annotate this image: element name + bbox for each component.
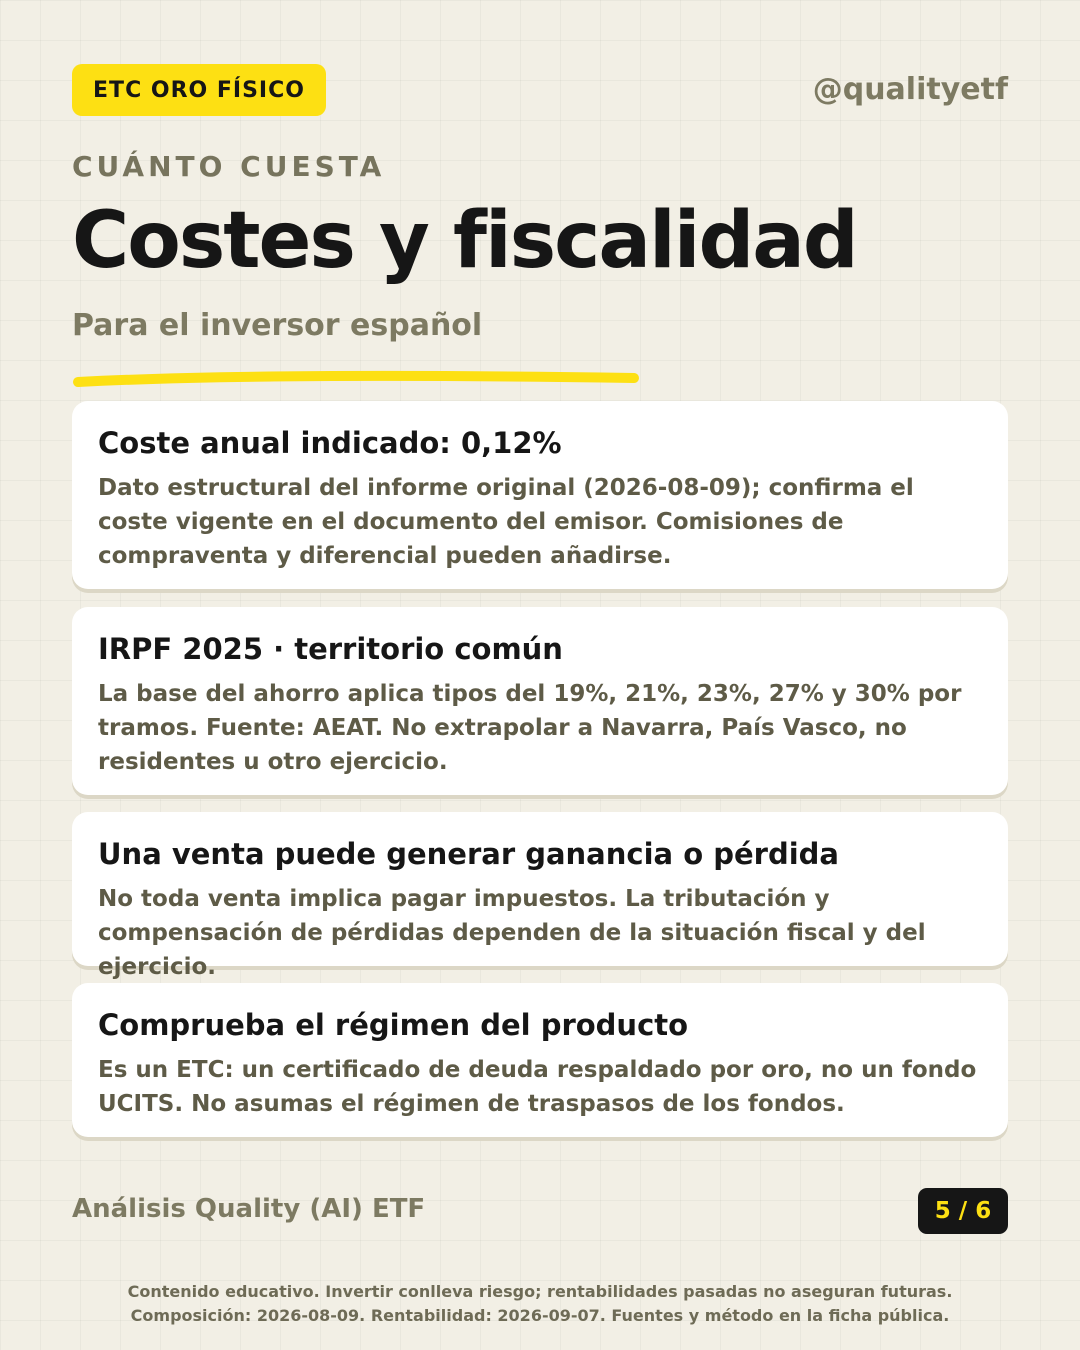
page-title: Costes y fiscalidad [72, 196, 859, 286]
card-body: No toda venta implica pagar impuestos. L… [98, 886, 926, 980]
card-body: La base del ahorro aplica tipos del 19%,… [98, 681, 962, 775]
card-title: Comprueba el régimen del producto [98, 1008, 689, 1042]
footer-brand: Análisis Quality (AI) ETF [72, 1194, 426, 1224]
account-handle: @qualityetf [812, 72, 1008, 107]
card-title: IRPF 2025 · territorio común [98, 632, 563, 666]
info-card-regime: Comprueba el régimen del producto Es un … [72, 983, 1008, 1137]
info-card-cost: Coste anual indicado: 0,12% Dato estruct… [72, 401, 1008, 589]
info-card-sale: Una venta puede generar ganancia o pérdi… [72, 812, 1008, 980]
card-title: Una venta puede generar ganancia o pérdi… [98, 837, 839, 871]
card-body: Es un ETC: un certificado de deuda respa… [98, 1057, 977, 1117]
page-subtitle: Para el inversor español [72, 308, 483, 343]
disclaimer: Contenido educativo. Invertir conlleva r… [0, 1280, 1080, 1328]
category-tag: ETC ORO FÍSICO [72, 64, 326, 116]
disclaimer-line: Composición: 2026-08-09. Rentabilidad: 2… [130, 1306, 950, 1325]
info-card-irpf: IRPF 2025 · territorio común La base del… [72, 607, 1008, 795]
disclaimer-line: Contenido educativo. Invertir conlleva r… [127, 1282, 953, 1301]
section-kicker: CUÁNTO CUESTA [72, 150, 386, 183]
card-body: Dato estructural del informe original (2… [98, 475, 914, 569]
highlight-underline [73, 370, 639, 387]
card-title: Coste anual indicado: 0,12% [98, 426, 562, 460]
page-indicator: 5 / 6 [918, 1188, 1008, 1234]
